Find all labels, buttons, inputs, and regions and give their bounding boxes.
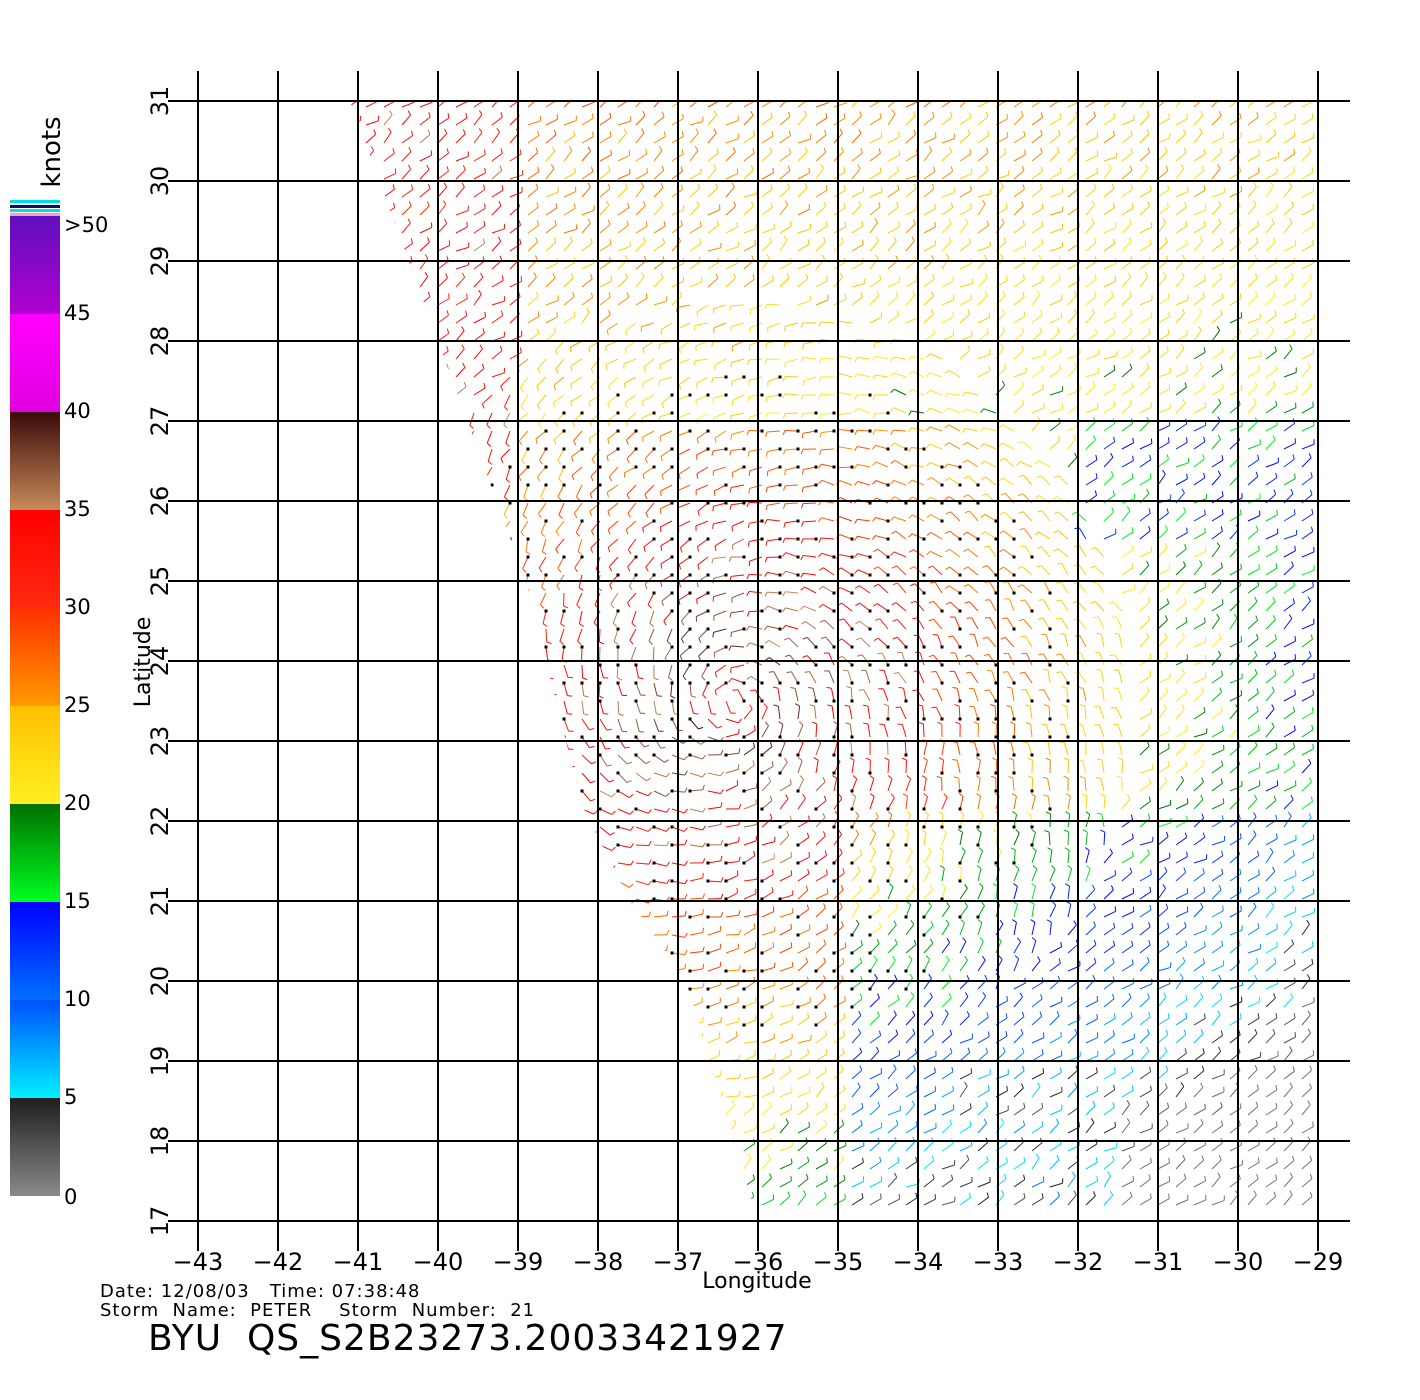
x-tick-label: −30 [1213,1248,1264,1276]
y-tick-label: 28 [146,326,174,357]
colorbar-segment [10,314,60,412]
x-tick-label: −34 [893,1248,944,1276]
y-tick-label: 31 [146,86,174,117]
y-tick-label: 25 [146,566,174,597]
x-tick-label: −39 [493,1248,544,1276]
colorbar-tick-label: 30 [64,595,91,619]
colorbar-segment [10,706,60,804]
y-tick-label: 30 [146,166,174,197]
y-tick-label: 17 [146,1206,174,1237]
y-tick-label: 19 [146,1046,174,1077]
colorbar-segment [10,216,60,314]
colorbar-tick-label: 10 [64,987,91,1011]
y-tick-label: 23 [146,726,174,757]
y-tick-label: 20 [146,966,174,997]
colorbar-segment [10,902,60,1000]
y-tick-label: 26 [146,486,174,517]
colorbar-title: knots [37,116,67,187]
x-axis-title: Longitude [702,1269,811,1294]
colorbar-cap-stripe [10,200,60,203]
colorbar-segment [10,510,60,608]
colorbar-segment [10,1098,60,1196]
x-tick-label: −37 [653,1248,704,1276]
y-tick-label: 21 [146,886,174,917]
y-axis-title: Latitude [131,617,156,708]
x-tick-label: −42 [253,1248,304,1276]
colorbar-tick-label: 40 [64,399,91,423]
colorbar-tick-label: 20 [64,791,91,815]
colorbar-cap-stripe [10,209,60,212]
colorbar-tick-label: >50 [64,213,108,237]
x-tick-label: −32 [1053,1248,1104,1276]
y-tick-label: 27 [146,406,174,437]
colorbar-tick-label: 35 [64,497,91,521]
colorbar-tick-label: 0 [64,1185,77,1209]
y-tick-label: 18 [146,1126,174,1157]
colorbar-segment [10,1000,60,1098]
colorbar-segment [10,804,60,902]
colorbar-segment [10,608,60,706]
colorbar-segment [10,412,60,510]
colorbar-tick-label: 15 [64,889,91,913]
x-tick-label: −40 [413,1248,464,1276]
speed-colorbar: 0 5 10 15 20 25 30 35 40 45 >50 knots [10,116,108,1209]
lat-lon-grid [168,71,1350,1251]
colorbar-cap-stripe [10,205,60,208]
axis-tick-labels: −43 −42 −41 −40 −39 −38 −37 −36 −35 −34 −33 −32 −31 −… [131,86,1343,1294]
x-tick-label: −38 [573,1248,624,1276]
y-tick-label: 24 [146,646,174,677]
colorbar-tick-label: 45 [64,301,91,325]
wind-barbs [350,101,1315,1206]
x-tick-label: −29 [1293,1248,1344,1276]
storm-name-text: Storm Name: PETER Storm Number: 21 [100,1300,536,1321]
x-tick-label: −35 [813,1248,864,1276]
colorbar-tick-label: 5 [64,1085,77,1109]
colorbar-tick-label: 25 [64,693,91,717]
x-tick-label: −31 [1133,1248,1184,1276]
x-tick-label: −43 [173,1248,224,1276]
y-tick-label: 29 [146,246,174,277]
x-tick-label: −41 [333,1248,384,1276]
y-tick-label: 22 [146,806,174,837]
date-time-text: Date: 12/08/03 Time: 07:38:48 [100,1281,421,1302]
x-tick-label: −36 [733,1248,784,1276]
x-tick-label: −33 [973,1248,1024,1276]
colorbar-cap-stripe [10,213,60,216]
product-id: BYU QS_S2B23273.20033421927 [148,1318,788,1359]
